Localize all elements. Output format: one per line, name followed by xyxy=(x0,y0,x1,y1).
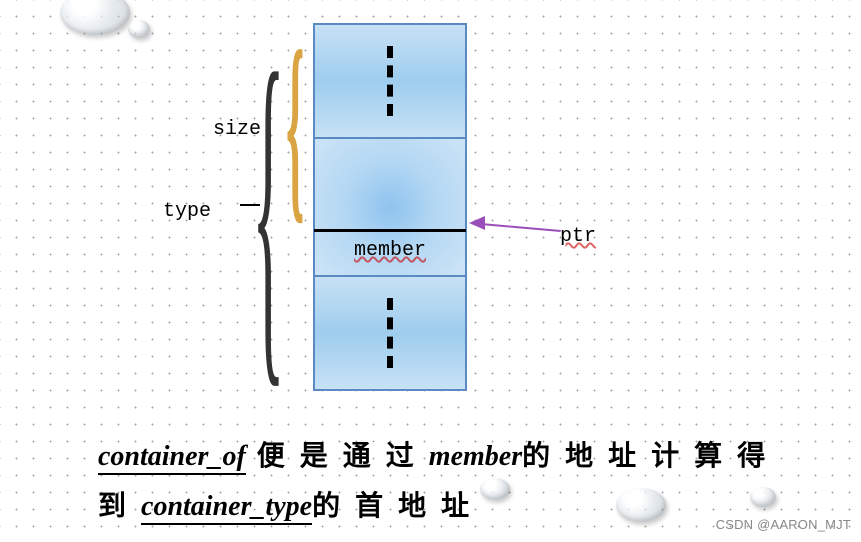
caption-cjk: 便 是 通 过 xyxy=(246,441,429,472)
watermark-text: CSDN @AARON_MJT xyxy=(716,517,851,532)
type-tick xyxy=(240,204,260,206)
caption-term-container-of: container_of xyxy=(98,441,246,475)
ellipsis-dashes xyxy=(387,46,393,116)
label-type: type xyxy=(163,200,211,223)
water-droplet xyxy=(128,20,150,38)
ellipsis-dashes xyxy=(387,298,393,368)
brace-size: { xyxy=(286,20,304,230)
member-offset-line xyxy=(314,229,466,232)
label-ptr: ptr xyxy=(560,225,596,248)
water-droplet xyxy=(60,0,130,35)
arrow-line xyxy=(481,223,561,232)
label-size: size xyxy=(213,118,261,141)
struct-cell-member: member xyxy=(314,138,466,276)
member-label: member xyxy=(315,239,465,262)
brace-type: { xyxy=(252,18,285,398)
struct-column: member xyxy=(313,23,467,391)
struct-cell-bottom xyxy=(314,276,466,390)
caption-term-container-type: container_type xyxy=(141,491,312,525)
caption-text: container_of 便 是 通 过 member的 地 址 计 算 得 到… xyxy=(98,432,791,532)
struct-cell-top xyxy=(314,24,466,138)
diagram-layer: { { member size type ptr container_of 便 … xyxy=(0,0,861,542)
caption-cjk: 的 首 地 址 xyxy=(312,491,473,522)
caption-term-member: member xyxy=(429,441,522,473)
